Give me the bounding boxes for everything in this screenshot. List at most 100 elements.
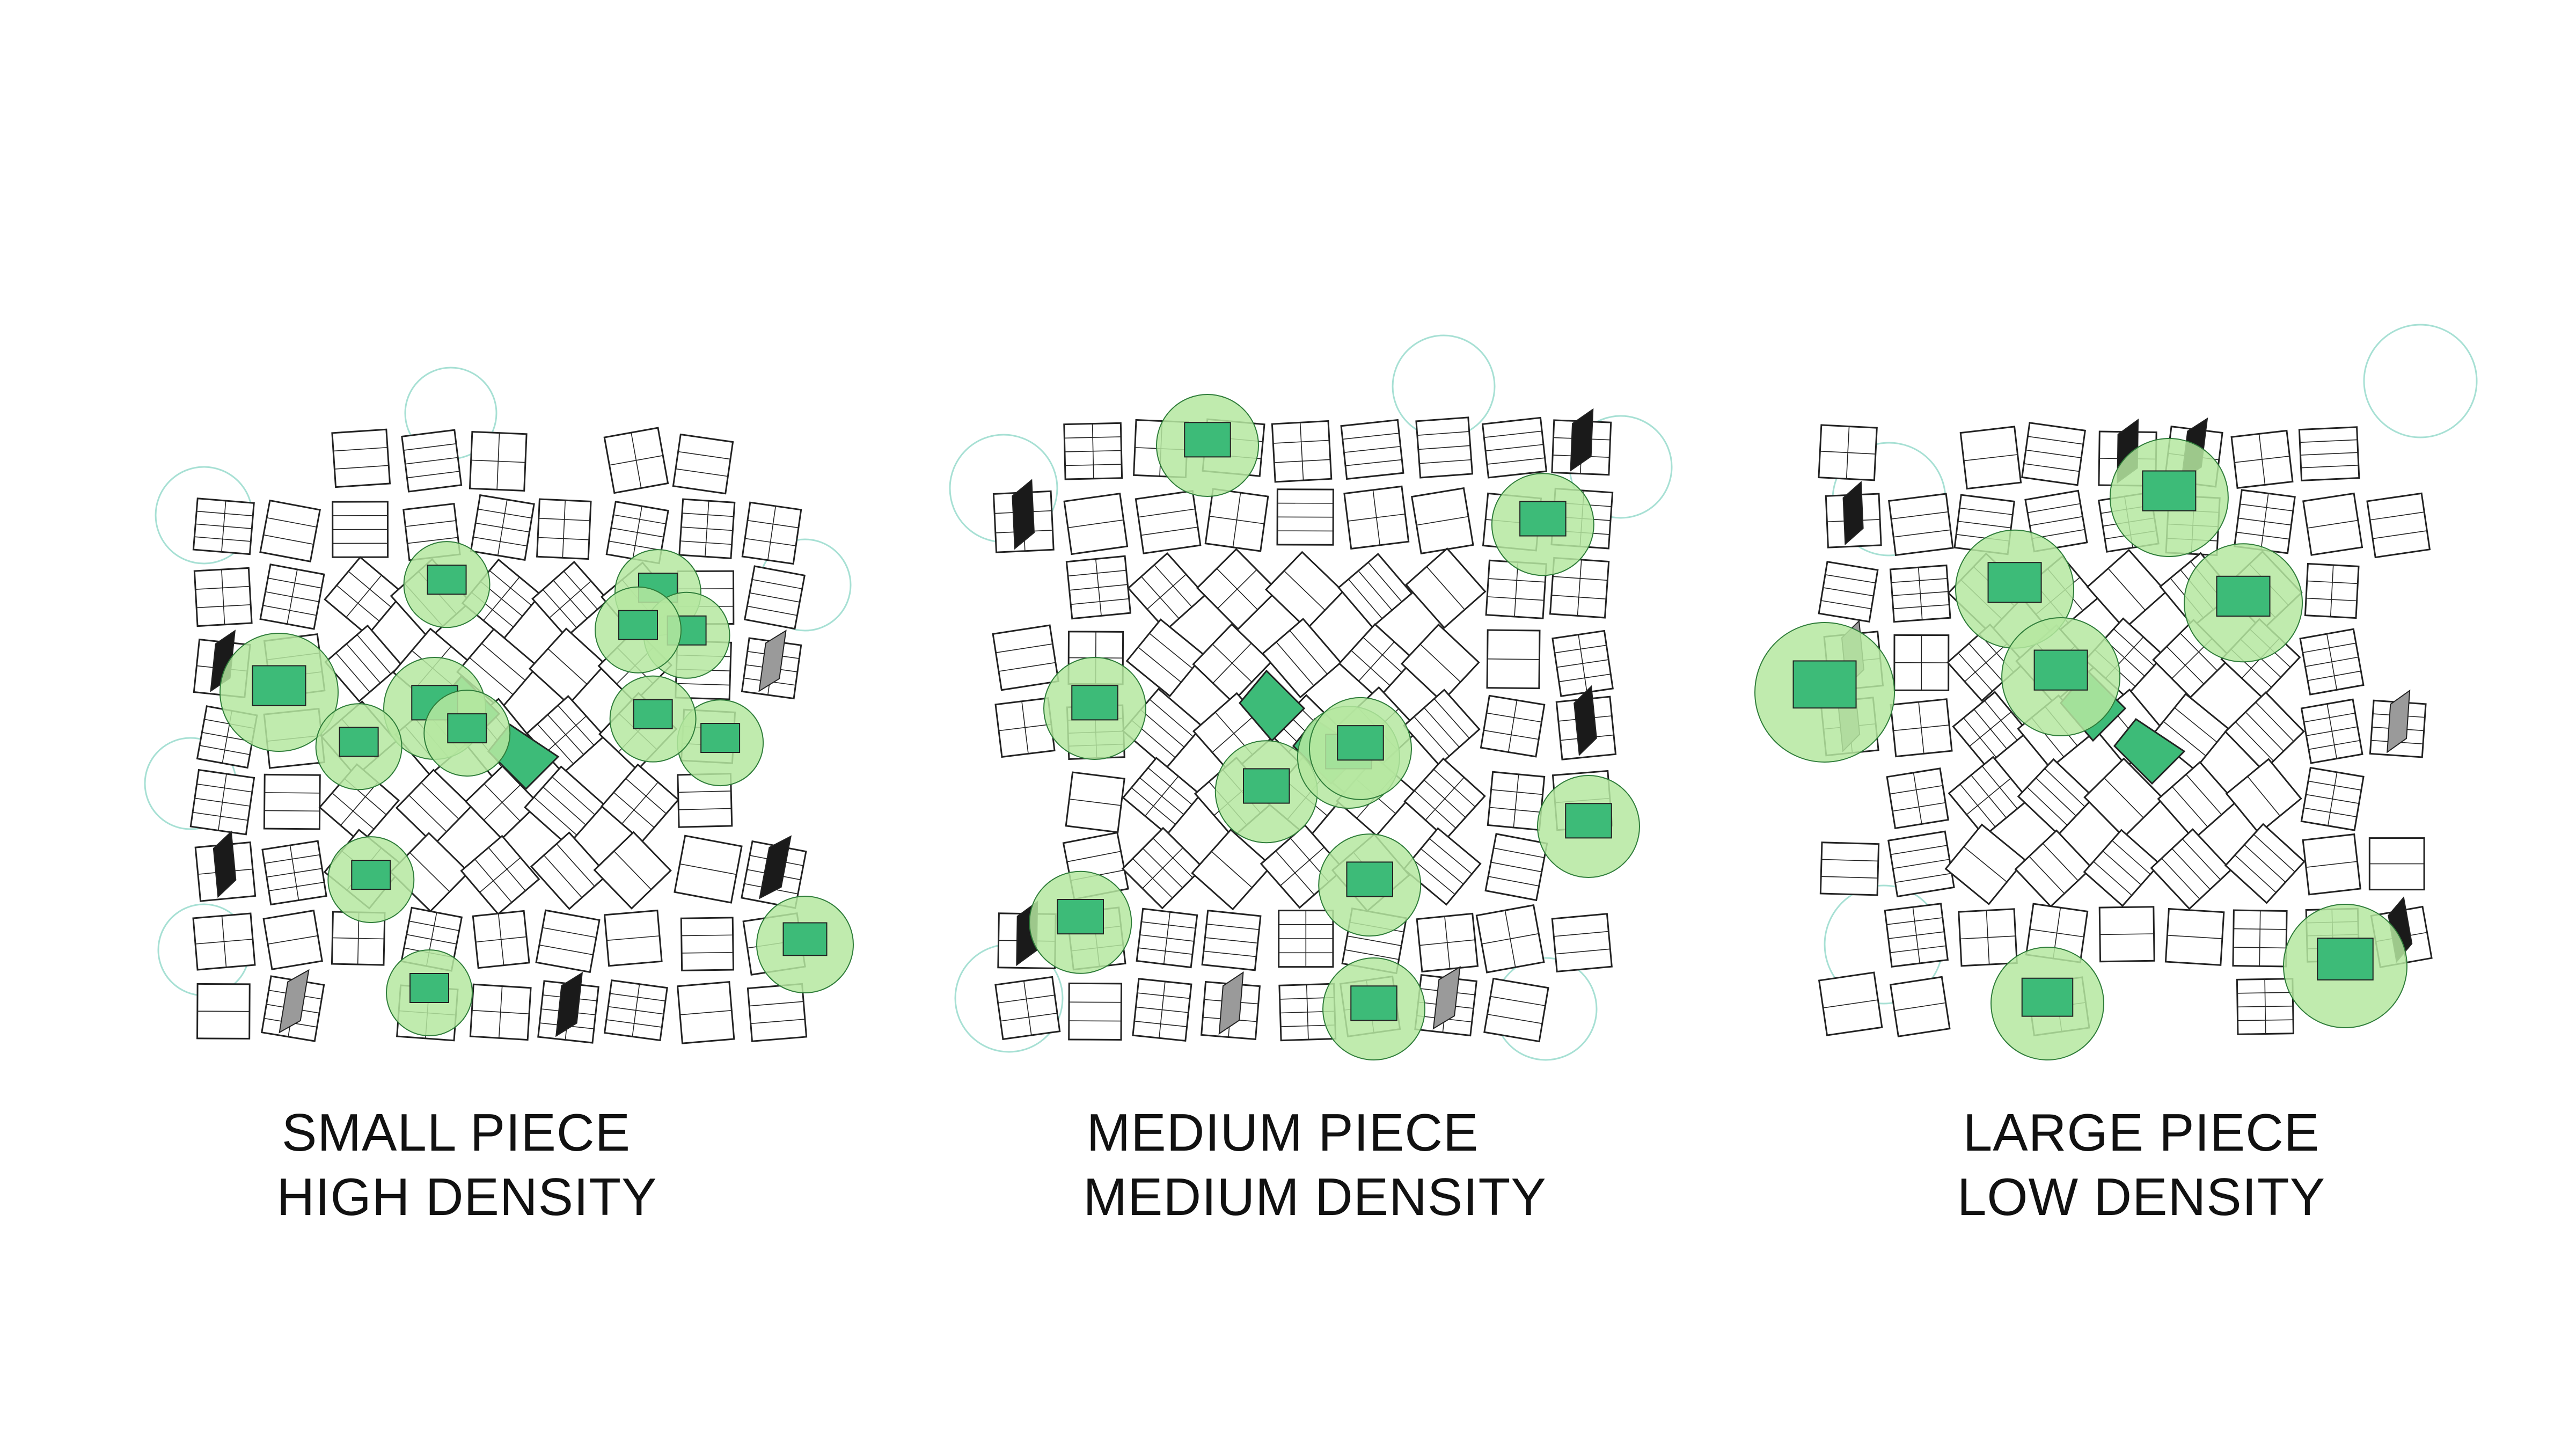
plot-line bbox=[1891, 511, 1949, 519]
plot-line bbox=[675, 468, 728, 477]
building-block bbox=[1555, 685, 1617, 760]
caption-small: SMALL PIECE HIGH DENSITY bbox=[145, 1100, 789, 1229]
building-block bbox=[1271, 420, 1333, 483]
plot-line bbox=[679, 863, 737, 875]
block-outline bbox=[680, 917, 735, 971]
green-core-block bbox=[1071, 685, 1118, 721]
block-outline bbox=[747, 983, 808, 1042]
plot-line bbox=[632, 984, 640, 1037]
plot-line bbox=[2024, 463, 2080, 472]
caption-medium: MEDIUM PIECE MEDIUM DENSITY bbox=[993, 1100, 1637, 1229]
plot-line bbox=[263, 534, 314, 545]
building-block bbox=[1484, 833, 1548, 902]
plot-line bbox=[289, 845, 299, 901]
plot-line bbox=[1964, 454, 2018, 462]
building-block bbox=[1343, 485, 1410, 550]
green-core-block bbox=[427, 565, 467, 595]
plot-line bbox=[1823, 587, 1874, 597]
caption-large: LARGE PIECE LOW DENSITY bbox=[1819, 1100, 2463, 1229]
green-neighbourhood bbox=[2184, 543, 2303, 663]
plot-line bbox=[1444, 916, 1451, 969]
plot-line bbox=[481, 643, 526, 681]
building-block bbox=[469, 430, 528, 492]
building-block bbox=[1888, 493, 1954, 557]
plot-line bbox=[678, 791, 731, 793]
building-block bbox=[2298, 426, 2360, 482]
plot-line bbox=[483, 784, 521, 821]
plot-line bbox=[346, 643, 381, 684]
plot-line bbox=[1893, 529, 1951, 538]
plot-line bbox=[2306, 861, 2358, 868]
building-block bbox=[259, 499, 321, 562]
building-block bbox=[192, 912, 256, 971]
plot-line bbox=[287, 569, 298, 624]
building-block bbox=[677, 772, 733, 828]
building-block bbox=[1414, 965, 1477, 1037]
plot-line bbox=[996, 643, 1053, 653]
plot-line bbox=[1578, 634, 1587, 693]
building-block bbox=[192, 497, 255, 555]
building-block bbox=[536, 498, 592, 560]
plot-line bbox=[2171, 786, 2208, 828]
building-block bbox=[524, 765, 605, 847]
building-block bbox=[2302, 833, 2361, 896]
building-block bbox=[2098, 906, 2155, 963]
building-block bbox=[1486, 629, 1541, 690]
green-core-block bbox=[1346, 861, 1393, 897]
building-block bbox=[1890, 698, 1953, 758]
plot-line bbox=[405, 457, 458, 465]
green-neighbourhood bbox=[2001, 617, 2121, 737]
plot-line bbox=[1426, 566, 1465, 610]
plot-line bbox=[1963, 846, 2008, 883]
green-neighbourhood bbox=[1318, 833, 1422, 937]
building-block bbox=[1276, 488, 1334, 546]
plot-line bbox=[1913, 772, 1922, 824]
building-block bbox=[1136, 908, 1198, 969]
plot-line bbox=[1159, 981, 1166, 1038]
building-block bbox=[1415, 416, 1474, 479]
plot-line bbox=[1232, 492, 1241, 547]
plot-line bbox=[2182, 838, 2221, 880]
building-block bbox=[1481, 416, 1548, 479]
green-neighbourhood bbox=[2109, 437, 2229, 557]
block-outline bbox=[1125, 618, 1205, 698]
plot-line bbox=[2235, 721, 2274, 762]
building-block bbox=[261, 969, 325, 1042]
green-neighbourhood bbox=[327, 836, 415, 924]
building-block bbox=[1475, 904, 1545, 974]
plot-line bbox=[1149, 699, 1194, 737]
plot-line bbox=[2027, 503, 2081, 514]
building-block bbox=[2224, 691, 2305, 772]
green-core-block bbox=[1987, 562, 2042, 603]
building-block bbox=[324, 556, 404, 636]
building-block bbox=[678, 498, 736, 559]
plot-line bbox=[197, 1011, 250, 1012]
building-block bbox=[530, 831, 609, 910]
block-outline bbox=[1551, 913, 1613, 973]
building-block bbox=[456, 628, 539, 711]
plot-line bbox=[266, 517, 317, 528]
building-block bbox=[1416, 912, 1479, 973]
plot-line bbox=[1416, 516, 1469, 526]
green-core-block bbox=[1057, 899, 1104, 935]
plot-line bbox=[1211, 851, 1253, 888]
building-block bbox=[1551, 913, 1613, 973]
green-neighbourhood bbox=[1214, 740, 1318, 844]
building-block bbox=[593, 831, 672, 910]
building-block bbox=[1959, 426, 2022, 490]
plot-line bbox=[469, 657, 514, 696]
plot-line bbox=[405, 520, 456, 527]
building-block bbox=[1127, 552, 1206, 632]
plot-line bbox=[483, 576, 520, 621]
building-block bbox=[1884, 903, 1949, 968]
plot-line bbox=[1217, 569, 1257, 609]
building-block bbox=[332, 501, 389, 558]
building-block bbox=[747, 983, 808, 1042]
plot-line bbox=[1487, 658, 1540, 660]
plot-line bbox=[543, 786, 587, 825]
plot-line bbox=[1147, 574, 1187, 610]
plot-line bbox=[1212, 714, 1256, 753]
green-neighbourhood bbox=[1537, 775, 1640, 878]
plot-line bbox=[1414, 716, 1450, 757]
building-block bbox=[1886, 767, 1949, 830]
